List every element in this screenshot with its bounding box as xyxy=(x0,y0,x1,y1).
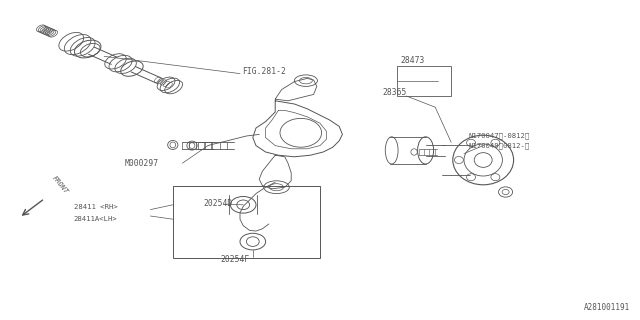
Text: 20254D: 20254D xyxy=(204,199,233,208)
Bar xyxy=(397,66,451,96)
Text: 20254F: 20254F xyxy=(221,255,250,264)
Text: N170049（0812-）: N170049（0812-） xyxy=(468,142,530,149)
Text: N170047（-0812）: N170047（-0812） xyxy=(468,132,530,139)
Text: 28365: 28365 xyxy=(383,88,407,97)
Text: 28411A<LH>: 28411A<LH> xyxy=(74,216,117,222)
Bar xyxy=(173,186,320,258)
Text: A281001191: A281001191 xyxy=(584,303,630,312)
Text: 28473: 28473 xyxy=(400,56,424,65)
Text: 28411 <RH>: 28411 <RH> xyxy=(74,204,117,210)
Text: M000297: M000297 xyxy=(124,159,158,168)
Text: FRONT: FRONT xyxy=(51,174,70,195)
Text: FIG.281-2: FIG.281-2 xyxy=(242,67,286,76)
